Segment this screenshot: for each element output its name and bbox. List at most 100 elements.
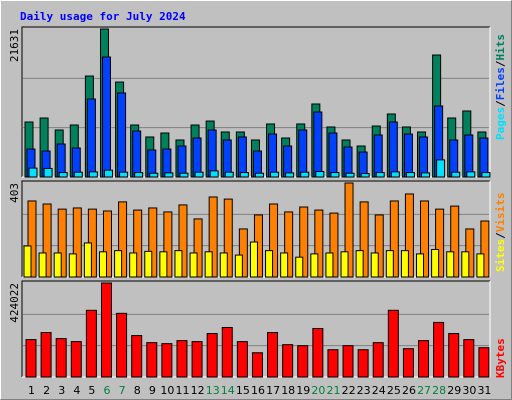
bar bbox=[221, 326, 233, 378]
bar bbox=[435, 208, 445, 278]
bar bbox=[359, 201, 369, 278]
bar bbox=[25, 339, 37, 378]
bar bbox=[436, 159, 446, 178]
bar bbox=[174, 250, 183, 278]
bar bbox=[73, 171, 83, 178]
bar bbox=[161, 343, 173, 378]
bar bbox=[387, 309, 399, 378]
bar bbox=[70, 341, 82, 378]
bar bbox=[461, 251, 470, 278]
bar bbox=[451, 171, 461, 178]
bar bbox=[373, 134, 383, 178]
legend-separator: / bbox=[494, 60, 507, 67]
legend-entry: Visits bbox=[494, 193, 507, 233]
bar bbox=[238, 228, 248, 278]
bar bbox=[219, 252, 228, 278]
x-tick-label: 15 bbox=[236, 384, 250, 397]
bar bbox=[449, 139, 459, 178]
bar bbox=[148, 207, 158, 278]
bar bbox=[314, 209, 324, 278]
bar bbox=[416, 253, 425, 278]
bar bbox=[328, 132, 338, 178]
x-tick-label: 22 bbox=[342, 384, 356, 397]
x-tick-label: 18 bbox=[281, 384, 295, 397]
bar bbox=[55, 338, 67, 378]
x-tick-label: 13 bbox=[206, 384, 220, 397]
bar bbox=[117, 92, 127, 178]
bar bbox=[208, 196, 218, 278]
bar bbox=[431, 248, 440, 278]
bar bbox=[313, 111, 323, 178]
bar bbox=[28, 167, 38, 178]
bar bbox=[83, 242, 92, 278]
legend-entry: Files bbox=[494, 67, 507, 100]
bar bbox=[254, 172, 264, 178]
bar bbox=[476, 253, 485, 278]
legend-separator: / bbox=[494, 232, 507, 239]
legend: Pages/Files/Hits bbox=[494, 34, 507, 140]
bar bbox=[134, 172, 144, 178]
legend-entry: Hits bbox=[494, 34, 507, 61]
bar bbox=[179, 172, 189, 178]
bar bbox=[43, 167, 53, 178]
bar bbox=[464, 134, 474, 178]
x-tick-label: 2 bbox=[43, 384, 50, 397]
bar bbox=[268, 133, 278, 178]
bar bbox=[372, 342, 384, 378]
bar bbox=[270, 171, 280, 178]
bar bbox=[267, 332, 279, 378]
bar bbox=[298, 129, 308, 178]
bar bbox=[340, 251, 349, 278]
bar bbox=[222, 139, 232, 178]
bar bbox=[283, 145, 293, 178]
bar bbox=[325, 252, 334, 278]
bar bbox=[421, 172, 431, 178]
bar bbox=[295, 256, 304, 278]
bar bbox=[239, 172, 249, 178]
bar bbox=[300, 171, 310, 178]
bar bbox=[345, 172, 355, 178]
x-tick-label: 3 bbox=[58, 384, 65, 397]
bar bbox=[236, 341, 248, 378]
bar bbox=[164, 172, 174, 178]
bar bbox=[251, 352, 263, 378]
x-tick-label: 20 bbox=[311, 384, 325, 397]
bar bbox=[193, 218, 203, 278]
x-tick-label: 8 bbox=[134, 384, 141, 397]
bar bbox=[53, 252, 62, 278]
x-tick-label: 16 bbox=[251, 384, 265, 397]
panel-border-dark bbox=[21, 280, 490, 377]
x-tick-label: 24 bbox=[372, 384, 386, 397]
x-tick-label: 27 bbox=[417, 384, 431, 397]
bar bbox=[177, 145, 187, 178]
x-tick-label: 21 bbox=[326, 384, 340, 397]
bar bbox=[343, 146, 353, 178]
x-tick-label: 1 bbox=[28, 384, 35, 397]
bar bbox=[375, 172, 385, 178]
bar bbox=[360, 173, 370, 178]
bar bbox=[480, 220, 490, 278]
panel-border-dark bbox=[21, 180, 490, 277]
bar bbox=[129, 252, 138, 278]
x-tick-label: 29 bbox=[447, 384, 461, 397]
panel-border-dark bbox=[21, 26, 490, 177]
bar bbox=[297, 345, 309, 378]
bar bbox=[481, 172, 491, 178]
x-tick-label: 11 bbox=[176, 384, 190, 397]
bar bbox=[327, 349, 339, 378]
x-tick-label: 17 bbox=[266, 384, 280, 397]
bar bbox=[159, 251, 168, 278]
bar bbox=[448, 333, 460, 378]
legend: KBytes bbox=[494, 338, 507, 378]
x-tick-label: 4 bbox=[73, 384, 80, 397]
bar bbox=[146, 342, 158, 378]
bar bbox=[116, 312, 128, 378]
x-tick-label: 19 bbox=[296, 384, 310, 397]
legend-entry: Sites bbox=[494, 239, 507, 272]
bar bbox=[194, 171, 204, 178]
bar bbox=[178, 204, 188, 278]
bar bbox=[234, 254, 243, 278]
y-tick-label: 403 bbox=[8, 183, 21, 203]
bar bbox=[191, 341, 203, 378]
